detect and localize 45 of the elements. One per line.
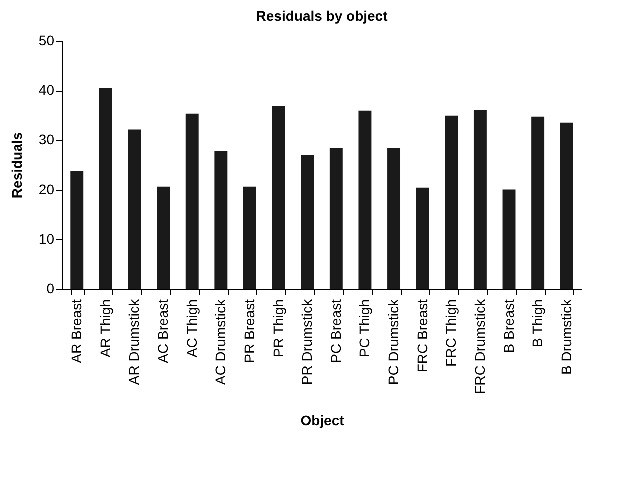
x-tick-label: AR Thigh — [97, 300, 114, 358]
x-tick-label: PR Breast — [241, 299, 258, 364]
x-tick-label: PR Drumstick — [299, 298, 316, 386]
x-tick-label: B Thigh — [530, 300, 546, 348]
x-tick-label: B Breast — [500, 299, 517, 354]
x-tick-label: AC Drumstick — [212, 298, 229, 386]
x-tick-label: FRC Breast — [414, 299, 430, 373]
bar — [157, 186, 170, 289]
x-axis-title: Object — [300, 412, 345, 428]
y-axis-title: Residuals — [8, 132, 25, 199]
bar — [301, 155, 314, 289]
bar — [532, 116, 545, 289]
x-tick-label: PC Drumstick — [386, 298, 402, 386]
y-tick-label: 30 — [38, 132, 55, 148]
x-tick-label: FRC Drumstick — [472, 298, 488, 394]
bar — [502, 190, 516, 289]
y-tick-label: 20 — [38, 181, 55, 198]
y-tick-label: 0 — [46, 280, 55, 296]
bar — [416, 188, 430, 289]
bar — [70, 170, 84, 289]
y-tick-label: 50 — [38, 32, 55, 48]
bar — [214, 151, 228, 289]
bar — [243, 186, 256, 289]
bar — [99, 88, 112, 289]
y-tick-label: 10 — [38, 230, 55, 247]
x-tick-label: PC Breast — [328, 299, 344, 364]
x-tick-label: AC Breast — [155, 299, 172, 364]
x-tick-label: PR Thigh — [270, 300, 286, 358]
bar — [358, 110, 372, 289]
bar — [330, 148, 343, 289]
x-tick-label: PC Thigh — [356, 300, 373, 358]
bar — [128, 130, 142, 289]
x-tick-label: AR Breast — [68, 299, 85, 364]
bar — [272, 106, 286, 289]
x-tick-label: AC Thigh — [184, 300, 200, 358]
bar — [474, 110, 487, 289]
chart-title: Residuals by object — [256, 8, 388, 24]
y-tick-label: 40 — [38, 82, 55, 98]
bar — [560, 122, 574, 289]
bar — [186, 114, 199, 289]
bar — [445, 116, 458, 289]
x-tick-label: FRC Thigh — [443, 300, 460, 367]
x-tick-label: B Drumstick — [558, 298, 574, 375]
x-tick-label: AR Drumstick — [126, 298, 142, 386]
bar — [388, 148, 401, 289]
